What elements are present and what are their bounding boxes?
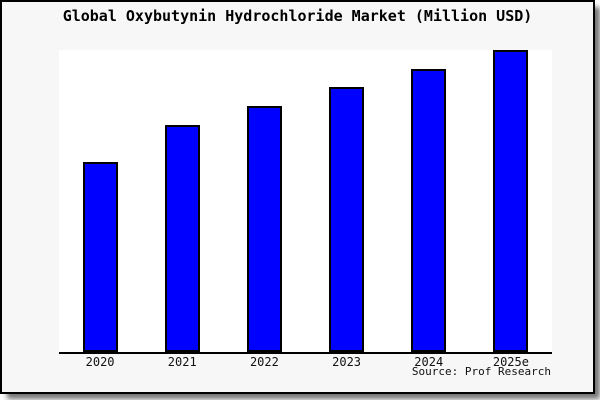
bar-2020 (82, 162, 118, 352)
x-tick-label-2020: 2020 (85, 355, 115, 369)
source-note: Source: Prof Research (411, 365, 551, 378)
x-axis-labels: 2020 2021 2022 2023 2024 2025e (59, 355, 552, 369)
bar-2023 (329, 87, 365, 352)
bar-2025e (493, 50, 529, 352)
x-tick-label-2021: 2021 (167, 355, 197, 369)
bar-2021 (164, 125, 200, 352)
bar-2022 (246, 106, 282, 352)
x-tick-label-2025e: 2025e (492, 355, 529, 369)
x-axis-line (59, 352, 552, 354)
bar-2024 (411, 69, 447, 352)
chart-title: Global Oxybutynin Hydrochloride Market (… (62, 7, 533, 25)
x-tick-label-2022: 2022 (249, 355, 279, 369)
chart-window: Global Oxybutynin Hydrochloride Market (… (0, 0, 595, 394)
x-tick-label-2023: 2023 (332, 355, 362, 369)
plot-area (59, 50, 552, 352)
x-tick-label-2024: 2024 (414, 355, 444, 369)
